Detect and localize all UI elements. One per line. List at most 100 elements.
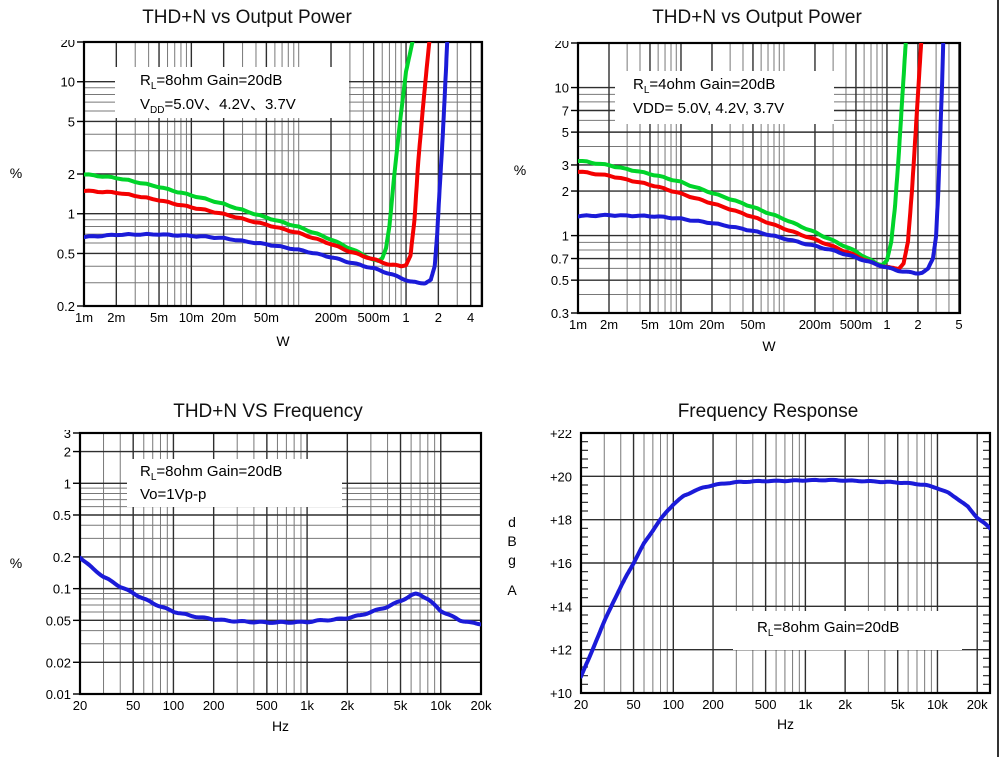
svg-text:5: 5 xyxy=(562,125,569,140)
svg-text:20: 20 xyxy=(555,41,569,51)
svg-text:3: 3 xyxy=(64,430,71,441)
tick-labels: 1m 2m 5m 10m 20m 50m 200m 500m 1 2 4 20 10 5 2 1 0.5 0.2 xyxy=(57,40,474,325)
svg-text:2: 2 xyxy=(64,445,71,460)
svg-text:1: 1 xyxy=(68,207,75,222)
chart-annotation-thd-power-8ohm: RL=8ohm Gain=20dB VDD=5.0V、4.2V、3.7V xyxy=(115,67,349,118)
svg-text:0.02: 0.02 xyxy=(46,655,71,670)
svg-text:500m: 500m xyxy=(357,310,390,325)
curve-gain xyxy=(581,477,990,679)
svg-text:20: 20 xyxy=(61,40,75,50)
svg-text:0.5: 0.5 xyxy=(53,508,71,523)
svg-text:100: 100 xyxy=(662,697,684,712)
svg-text:0.2: 0.2 xyxy=(57,299,75,314)
svg-text:2m: 2m xyxy=(107,310,125,325)
x-axis-unit-label: Hz xyxy=(272,718,289,734)
plot-frame xyxy=(579,431,992,695)
tick-labels: 1m 2m 5m 10m 20m 50m 200m 500m 1 2 5 20 10 7 5 3 2 1 0.7 0.… xyxy=(551,41,963,332)
svg-text:1k: 1k xyxy=(799,697,813,712)
svg-text:5m: 5m xyxy=(150,310,168,325)
svg-text:20k: 20k xyxy=(471,698,492,713)
svg-text:0.5: 0.5 xyxy=(57,246,75,261)
svg-text:10: 10 xyxy=(555,81,569,96)
svg-text:+20: +20 xyxy=(550,469,572,484)
chart-title-thd-power-8ohm: THD+N vs Output Power xyxy=(142,7,352,28)
y-axis-unit-label: % xyxy=(514,162,526,178)
svg-text:1: 1 xyxy=(402,310,409,325)
svg-text:50: 50 xyxy=(626,697,640,712)
svg-text:0.05: 0.05 xyxy=(46,613,71,628)
svg-text:0.3: 0.3 xyxy=(551,306,569,321)
svg-text:100: 100 xyxy=(163,698,185,713)
svg-text:200m: 200m xyxy=(315,310,348,325)
y-axis-unit-label: d xyxy=(508,514,516,530)
svg-text:5m: 5m xyxy=(641,317,659,332)
svg-text:5: 5 xyxy=(68,114,75,129)
svg-text:+16: +16 xyxy=(550,556,572,571)
svg-text:7: 7 xyxy=(562,103,569,118)
svg-text:2k: 2k xyxy=(340,698,354,713)
svg-text:200: 200 xyxy=(203,698,225,713)
svg-text:3: 3 xyxy=(562,158,569,173)
curve-vdd-3.7v xyxy=(578,43,908,267)
curves xyxy=(80,555,481,627)
svg-text:10k: 10k xyxy=(430,698,451,713)
plot-frame xyxy=(78,431,483,696)
svg-text:+14: +14 xyxy=(550,599,572,614)
svg-text:2k: 2k xyxy=(838,697,852,712)
y-axis-unit-label: g xyxy=(508,552,516,568)
x-axis-unit-label: Hz xyxy=(777,716,794,732)
svg-text:+22: +22 xyxy=(550,430,572,441)
svg-text:+18: +18 xyxy=(550,513,572,528)
chart-title-frequency-response: Frequency Response xyxy=(677,401,859,422)
x-axis-unit-label: W xyxy=(276,333,290,349)
curves xyxy=(578,43,946,276)
chart-title-thd-power-4ohm: THD+N vs Output Power xyxy=(652,7,862,28)
curves xyxy=(84,42,450,286)
curve-vdd-5.0v xyxy=(578,43,946,276)
svg-text:2: 2 xyxy=(435,310,442,325)
svg-text:0.2: 0.2 xyxy=(53,550,71,565)
svg-text:20m: 20m xyxy=(699,317,724,332)
svg-text:200m: 200m xyxy=(799,317,832,332)
svg-text:10m: 10m xyxy=(179,310,204,325)
tick-labels: 20 50 100 200 500 1k 2k 5k 10k 20k +22 +20 +18 +16 +14… xyxy=(550,430,988,712)
chart-annotation-thd-frequency: RL=8ohm Gain=20dB Vo=1Vp-p xyxy=(127,459,342,507)
svg-text:50: 50 xyxy=(126,698,140,713)
svg-text:1k: 1k xyxy=(300,698,314,713)
svg-text:500: 500 xyxy=(755,697,777,712)
svg-text:1: 1 xyxy=(562,229,569,244)
svg-text:50m: 50m xyxy=(740,317,765,332)
svg-text:20m: 20m xyxy=(211,310,236,325)
svg-text:0.01: 0.01 xyxy=(46,687,71,702)
svg-text:+10: +10 xyxy=(550,686,572,701)
curve-vdd-5.0v xyxy=(84,42,450,286)
curve-thd-n xyxy=(80,555,481,627)
svg-text:2: 2 xyxy=(562,184,569,199)
grid-lines xyxy=(581,433,990,693)
y-axis-unit-label: % xyxy=(10,555,22,571)
svg-text:200: 200 xyxy=(702,697,724,712)
chart-svg-freq_resp: 20 50 100 200 500 1k 2k 5k 10k 20k +22 +20 +18 +16 +14… xyxy=(507,430,992,732)
svg-text:0.7: 0.7 xyxy=(551,252,569,267)
svg-text:4: 4 xyxy=(467,310,474,325)
svg-text:2: 2 xyxy=(914,317,921,332)
svg-text:1: 1 xyxy=(883,317,890,332)
svg-text:5k: 5k xyxy=(394,698,408,713)
page-border-line xyxy=(997,0,999,757)
plot-frame xyxy=(576,41,962,315)
y-axis-unit-label: A xyxy=(507,582,517,598)
svg-text:5: 5 xyxy=(955,317,962,332)
svg-text:20: 20 xyxy=(574,697,588,712)
svg-text:0.5: 0.5 xyxy=(551,273,569,288)
svg-text:1m: 1m xyxy=(569,317,587,332)
svg-text:2m: 2m xyxy=(600,317,618,332)
svg-text:50m: 50m xyxy=(254,310,279,325)
tick-labels: 20 50 100 200 500 1k 2k 5k 10k 20k 3 2 1 0.5 0.2 0.1 0.0… xyxy=(46,430,492,713)
svg-text:10k: 10k xyxy=(927,697,948,712)
svg-text:20k: 20k xyxy=(967,697,988,712)
chart-title-thd-frequency: THD+N VS Frequency xyxy=(173,401,363,422)
svg-text:20: 20 xyxy=(73,698,87,713)
chart-svg-thd_power_4ohm: 1m 2m 5m 10m 20m 50m 200m 500m 1 2 5 20 10 7 5 3 2 1 0.7 0.… xyxy=(514,41,963,354)
y-axis-unit-label: % xyxy=(10,165,22,181)
